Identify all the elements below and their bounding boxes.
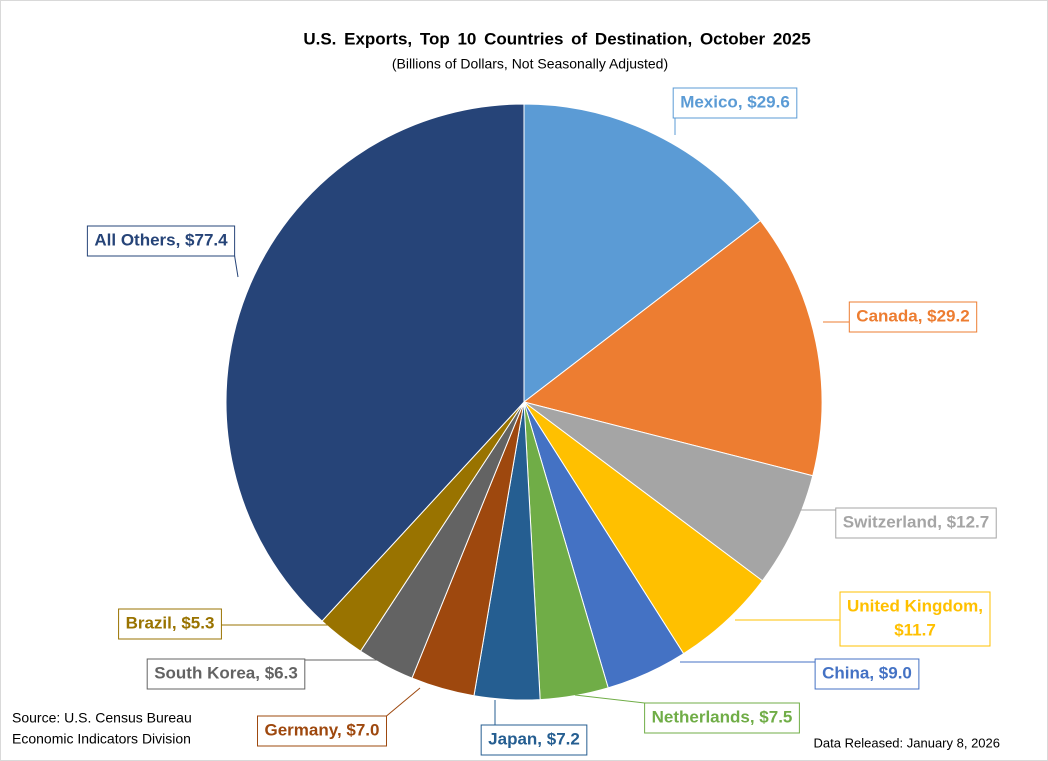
data-label: Germany, $7.0 bbox=[257, 715, 387, 747]
data-label: All Others, $77.4 bbox=[86, 225, 236, 257]
label-box bbox=[118, 608, 222, 640]
chart-title: U.S. Exports, Top 10 Countries of Destin… bbox=[303, 29, 810, 48]
label-box bbox=[644, 702, 800, 734]
label-box bbox=[146, 658, 306, 690]
label-text: Canada, $29.2 bbox=[856, 306, 969, 325]
label-text: All Others, $77.4 bbox=[94, 230, 228, 249]
release-note: Data Released: January 8, 2026 bbox=[814, 735, 1000, 750]
data-label: Netherlands, $7.5 bbox=[644, 702, 800, 734]
data-label: South Korea, $6.3 bbox=[146, 658, 306, 690]
label-text: South Korea, $6.3 bbox=[154, 663, 298, 682]
label-box bbox=[86, 225, 236, 257]
leader-line bbox=[574, 694, 645, 704]
label-text: Japan, $7.2 bbox=[488, 729, 580, 748]
label-box bbox=[839, 591, 991, 647]
data-label: Japan, $7.2 bbox=[480, 724, 588, 756]
pie-slice bbox=[523, 103, 762, 404]
label-text: Switzerland, $12.7 bbox=[843, 512, 989, 531]
label-text: United Kingdom, bbox=[847, 596, 983, 615]
label-box bbox=[257, 715, 387, 747]
data-label: China, $9.0 bbox=[814, 658, 920, 690]
leader-line bbox=[386, 687, 421, 717]
pie-slice bbox=[523, 401, 814, 582]
label-text: Brazil, $5.3 bbox=[126, 613, 215, 632]
source-line: Source: U.S. Census Bureau bbox=[12, 710, 192, 726]
data-label: United Kingdom, $11.7 bbox=[839, 591, 991, 647]
label-box bbox=[835, 507, 997, 539]
label-box bbox=[480, 724, 588, 756]
data-label: Brazil, $5.3 bbox=[118, 608, 222, 640]
data-label: Canada, $29.2 bbox=[848, 301, 978, 333]
pie-slice bbox=[522, 219, 823, 477]
label-box bbox=[848, 301, 978, 333]
leader-line bbox=[234, 255, 239, 278]
data-label: Switzerland, $12.7 bbox=[835, 507, 997, 539]
label-text: Germany, $7.0 bbox=[265, 720, 380, 739]
chart-subtitle: (Billions of Dollars, Not Seasonally Adj… bbox=[392, 56, 668, 72]
label-box bbox=[672, 87, 798, 119]
label-text: Netherlands, $7.5 bbox=[652, 707, 793, 726]
pie-slice bbox=[225, 103, 525, 622]
source-line: Economic Indicators Division bbox=[12, 731, 191, 747]
label-text: Mexico, $29.6 bbox=[680, 92, 790, 111]
data-label: Mexico, $29.6 bbox=[672, 87, 798, 119]
label-box bbox=[814, 658, 920, 690]
label-text: China, $9.0 bbox=[822, 663, 912, 682]
label-text: $11.7 bbox=[894, 620, 936, 639]
